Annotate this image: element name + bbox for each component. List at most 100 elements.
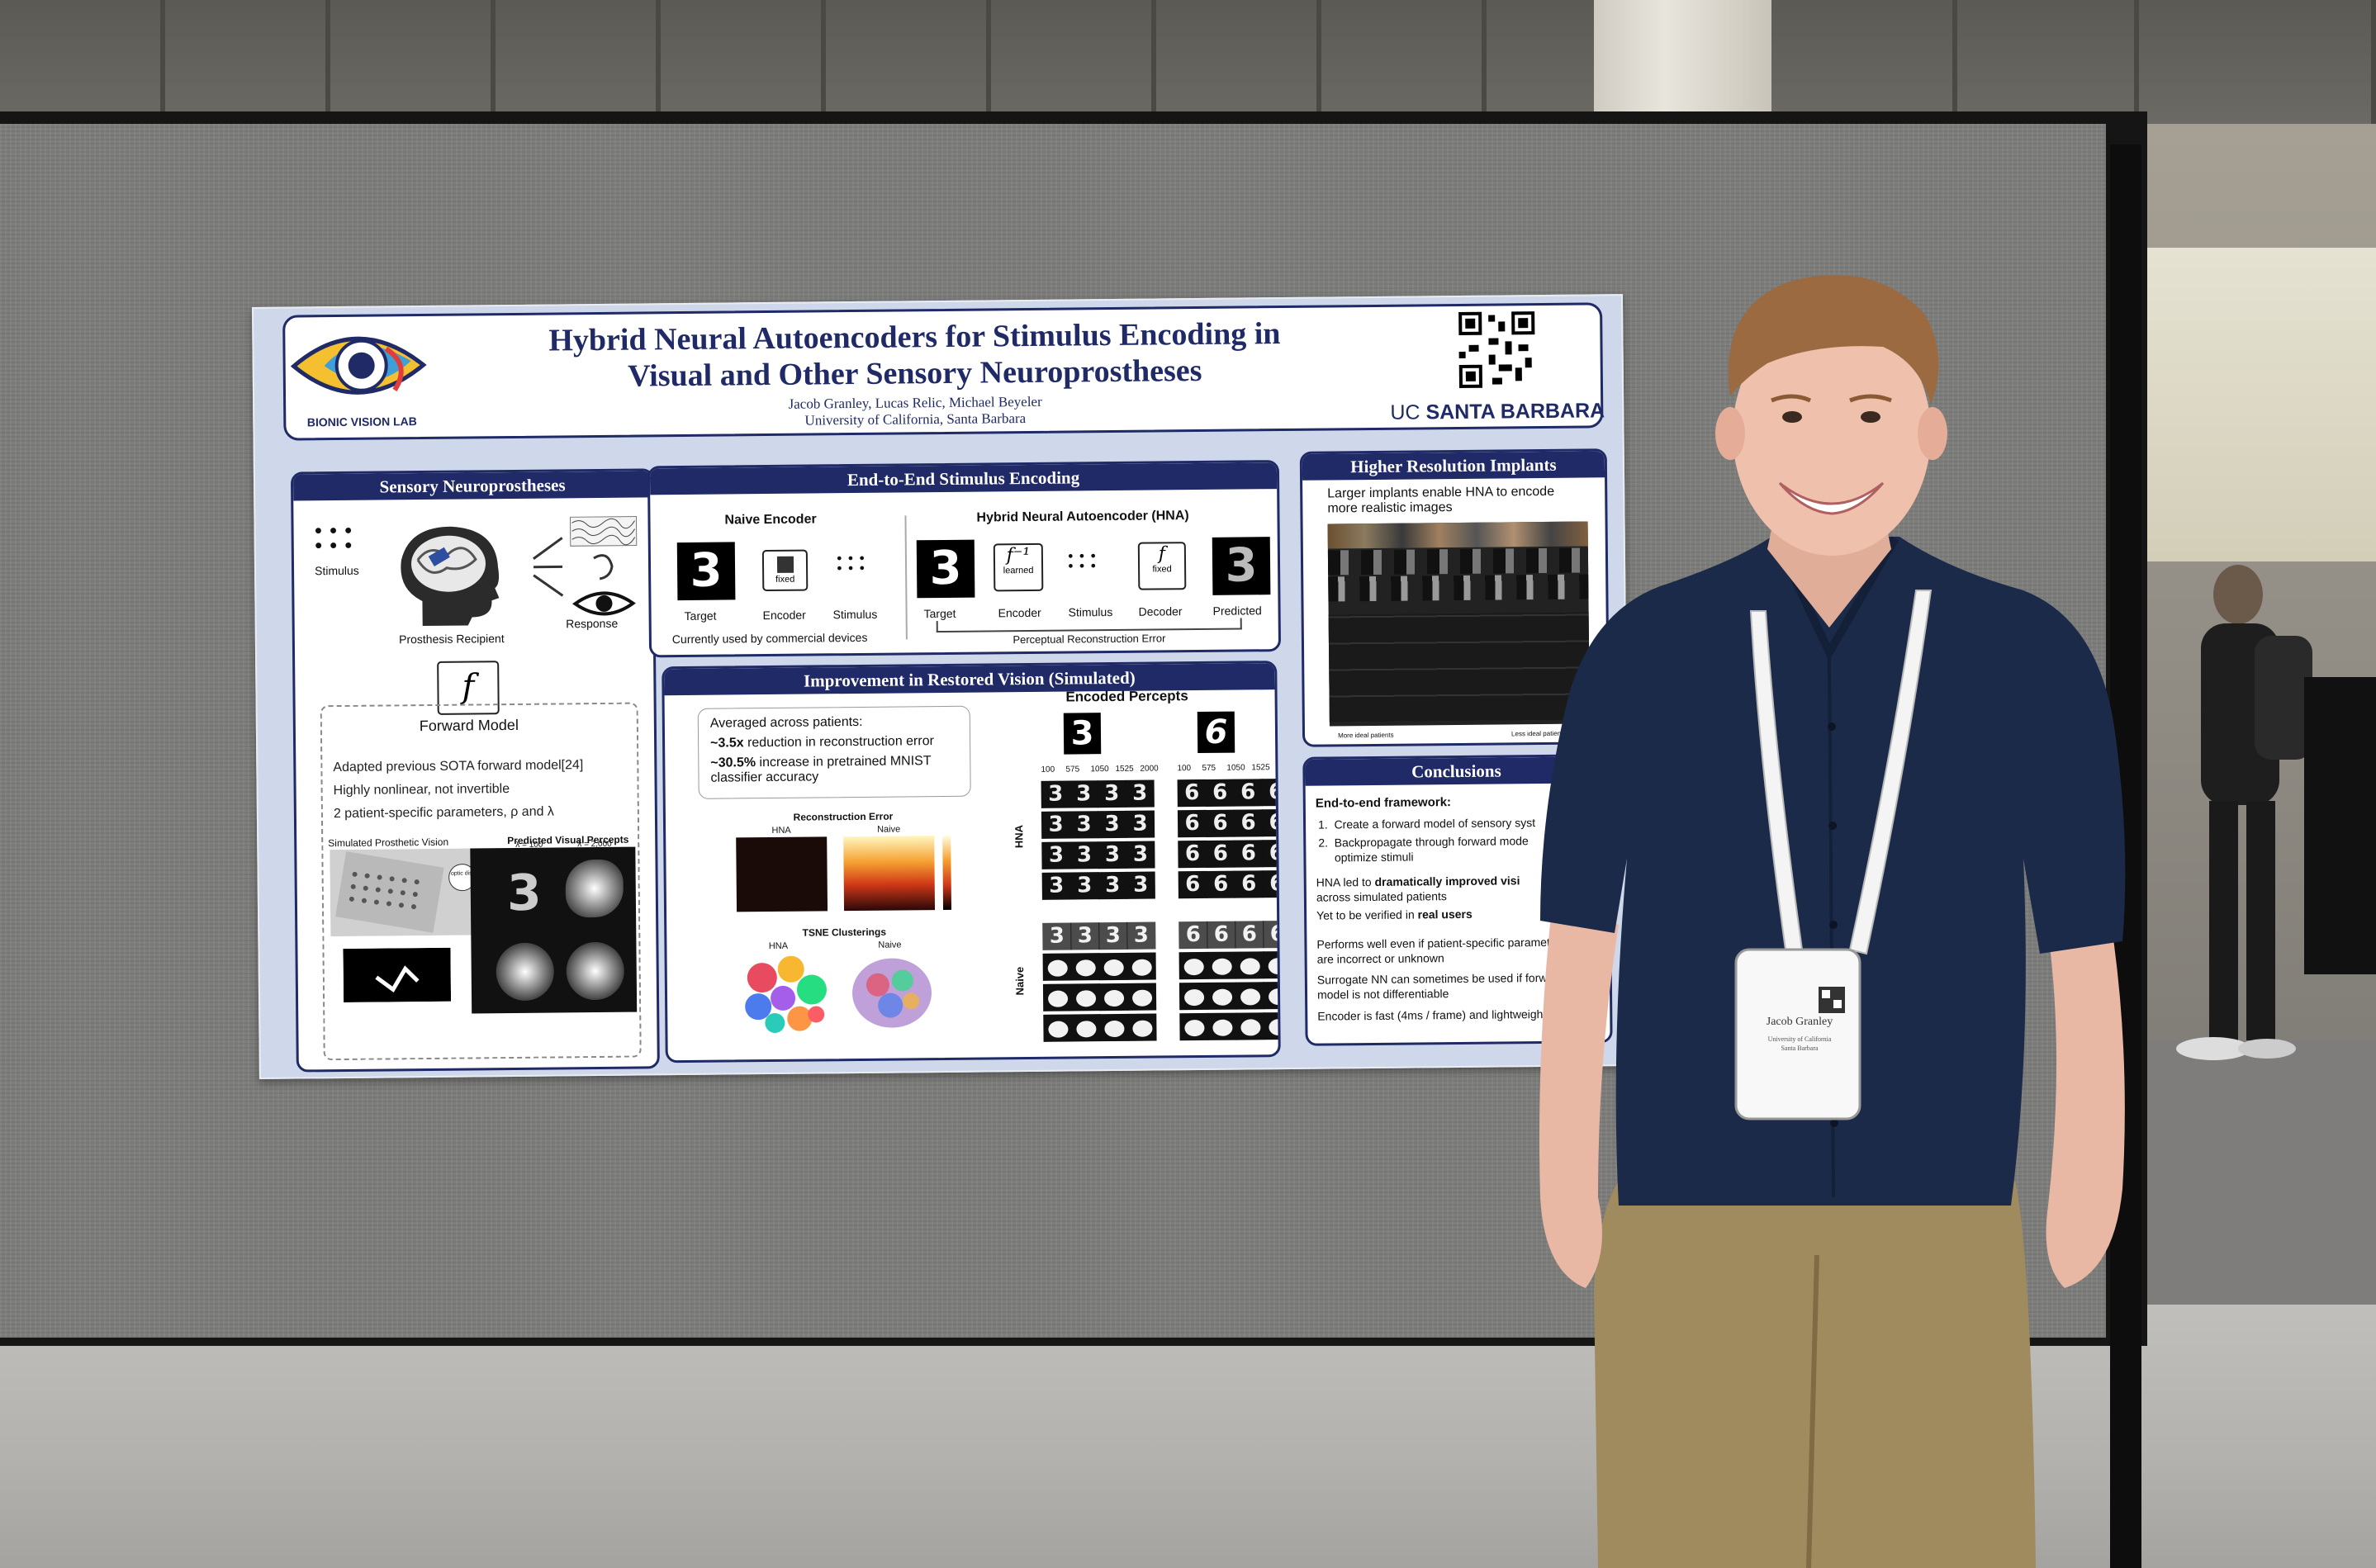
verify-text: Yet to be verified in real users — [1316, 907, 1473, 923]
percept-digit-cell: 3 — [1069, 841, 1099, 869]
percept-blob-cell — [1126, 983, 1157, 1011]
sensory-bullet-2: Highly nonlinear, not invertible — [333, 782, 510, 798]
percept-digit-cell: 3 — [1069, 811, 1099, 839]
stat1-text: reduction in reconstruction error — [743, 734, 934, 751]
panel-heading: End-to-End Stimulus Encoding — [649, 462, 1278, 495]
percept-digit-cell: 6 — [1261, 808, 1281, 837]
percept-digit-cell: 3 — [1041, 872, 1071, 900]
divider — [904, 515, 908, 640]
phosphene-image — [343, 947, 452, 1002]
lambda-tick: 1050 — [1226, 763, 1245, 773]
lanyard-right — [1848, 590, 1933, 955]
stat2-value: ~30.5% — [710, 756, 756, 770]
encoded-digit-3: 3 — [1063, 713, 1102, 755]
name-badge — [1734, 948, 1861, 1120]
percept-blob-cell — [1099, 1013, 1129, 1042]
tsne-hna-plot — [745, 955, 827, 1033]
percept-digit-cell: 3 — [1125, 779, 1155, 808]
percept-digit-cell: 3 — [1097, 779, 1126, 808]
encoded-percepts-grid: 100 575 1050 1525 2000 100 575 1050 1525 2000 HNA N… — [1012, 760, 1281, 1060]
percept-blob-cell — [1070, 953, 1100, 981]
more-ideal-label: More ideal patients — [1337, 731, 1394, 740]
percept-blob-cell — [1207, 982, 1237, 1010]
lambda-tick: 575 — [1065, 765, 1080, 775]
percept-digit-cell: 3 — [1069, 872, 1099, 900]
hna-target-digit: 3 — [916, 539, 975, 599]
panel-heading: Sensory Neuroprostheses — [292, 471, 652, 501]
framework-label: End-to-end framework: — [1315, 795, 1452, 811]
hair — [1728, 275, 1939, 405]
hna-target-label: Target — [923, 606, 956, 621]
percept-blob-cell — [1127, 1013, 1157, 1041]
encoded-digit-6: 6 — [1197, 711, 1235, 754]
percept-digit-cell: 3 — [1126, 841, 1155, 869]
commercial-note: Currently used by commercial devices — [671, 630, 868, 647]
badge-name: Jacob Granley — [1766, 1016, 1833, 1028]
tsne-naive-plot — [852, 958, 932, 1028]
panel-sensory-neuroprostheses: Sensory Neuroprostheses ● ● ● ● ● ● Stimu… — [290, 468, 660, 1073]
encoder-fast-text: Encoder is fast (4ms / frame) and lightw… — [1317, 1007, 1547, 1023]
percept-blob-cell — [1179, 1012, 1209, 1041]
recipient-label: Prosthesis Recipient — [398, 632, 505, 647]
percept-digit-cell: 6 — [1205, 809, 1235, 837]
percept-digit-cell: 6 — [1179, 921, 1208, 950]
percept-digit-cell: 3 — [1041, 811, 1071, 839]
lambda-tick: 100 — [1177, 764, 1192, 774]
row-label-naive: Naive — [1013, 966, 1027, 996]
naive-encoder-label: Encoder — [762, 608, 806, 623]
percept-digit-cell: 3 — [1126, 921, 1156, 950]
hna-stimulus-label: Stimulus — [1068, 605, 1113, 619]
percept-digit-cell: 6 — [1206, 840, 1235, 868]
percept-blob-cell — [1042, 983, 1073, 1011]
hna-decoder-label: Decoder — [1138, 604, 1183, 618]
percept-digit-cell: 3 — [1098, 871, 1127, 900]
conclusion-step-1: 1. Create a forward model of sensory sys… — [1317, 816, 1536, 831]
hna-title: Hybrid Neural Autoencoder (HNA) — [976, 509, 1189, 525]
encoded-percepts-title: Encoded Percepts — [1065, 688, 1188, 705]
percept-digit-cell: 6 — [1178, 870, 1207, 899]
percept-digit: 3 — [506, 864, 543, 923]
percept-blob-cell — [1263, 981, 1281, 1010]
percept-blob-cell — [1098, 983, 1129, 1011]
qr-code — [1455, 308, 1539, 392]
stat-accuracy: ~30.5% increase in pretrained MNIST clas… — [710, 754, 966, 786]
presenter — [1539, 275, 2126, 1568]
head-brain-icon — [401, 526, 500, 627]
percept-digit-cell: 3 — [1097, 810, 1127, 839]
predicted-percepts-grid: 3 — [470, 846, 638, 1014]
lambda-tick: 2000 — [1140, 764, 1159, 774]
percept-blob-2 — [496, 942, 555, 1002]
percept-digit-cell: 3 — [1070, 922, 1100, 950]
percept-digit-cell: 6 — [1207, 921, 1236, 949]
hna-led-bold: dramatically improved visi — [1374, 874, 1520, 888]
percept-blob-3 — [566, 941, 625, 1001]
response-icons — [533, 516, 638, 616]
hna-predicted-label: Predicted — [1212, 604, 1262, 618]
left-arm — [1539, 900, 1619, 1288]
percept-blob-cell — [1071, 1014, 1101, 1042]
response-label: Response — [566, 616, 619, 631]
percept-blob-cell — [1042, 953, 1072, 981]
percept-digit-cell: 3 — [1098, 841, 1127, 869]
percept-digit-cell: 6 — [1205, 779, 1235, 807]
lambda-tick: 575 — [1202, 763, 1216, 773]
conclusion-step-2-cont: optimize stimuli — [1318, 850, 1414, 865]
percept-digit-cell: 3 — [1069, 780, 1098, 808]
percept-blob-cell — [1207, 1012, 1237, 1040]
face — [1733, 311, 1931, 556]
ucsb-prefix: UC — [1390, 400, 1420, 424]
conclusion-step-2: 2. Backpropagate through forward mode — [1318, 834, 1529, 850]
percept-blob-cell — [1235, 1012, 1265, 1040]
shirt — [1540, 537, 2126, 1206]
badge-org-2: Santa Barbara — [1781, 1045, 1819, 1052]
percept-blob-cell — [1207, 951, 1236, 979]
hna-encoder-box: f⁻¹ learned — [993, 542, 1044, 592]
percept-blob-cell — [1126, 952, 1156, 980]
percept-blob-cell — [1070, 983, 1101, 1011]
recon-naive-heatmap — [843, 836, 936, 912]
hna-encoder-label: Encoder — [998, 605, 1041, 620]
percept-blob-cell — [1235, 951, 1264, 979]
stat1-value: ~3.5x — [710, 736, 744, 751]
stimulus-dots: ● ● ● ● ● ● — [314, 523, 354, 553]
averaged-label: Averaged across patients: — [709, 714, 863, 731]
